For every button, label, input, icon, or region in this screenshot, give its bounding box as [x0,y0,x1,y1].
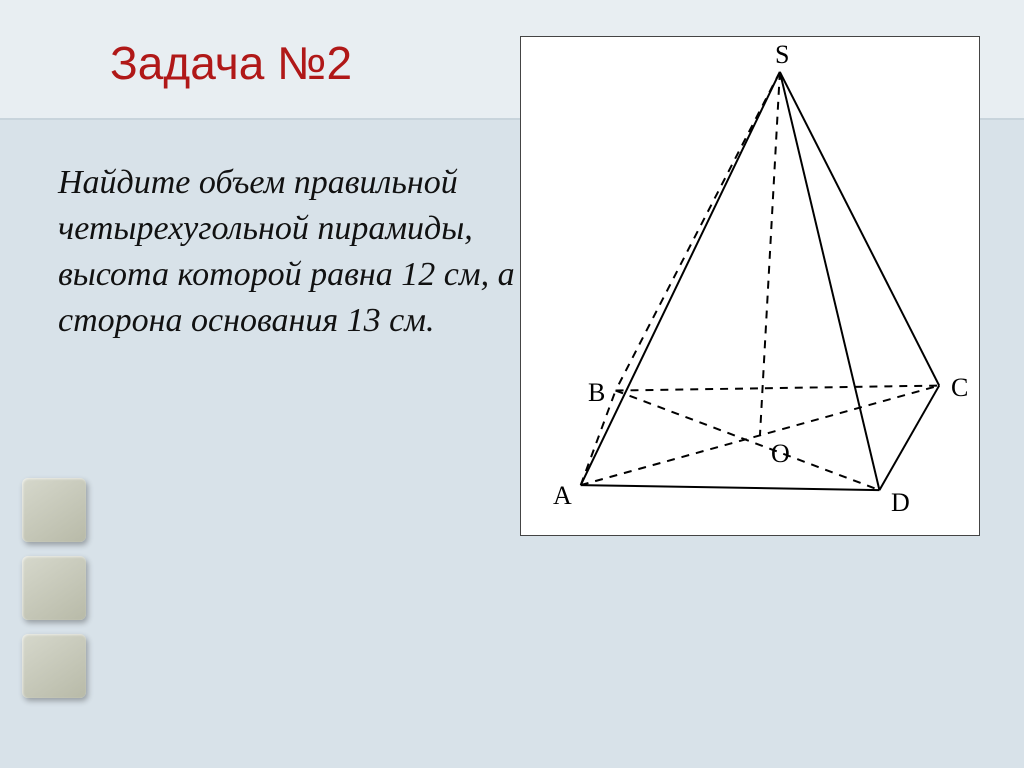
vertex-label-a: A [553,481,572,511]
nav-button-1[interactable] [22,478,86,542]
vertex-label-c: C [951,373,968,403]
slide-content: Задача №2 Найдите объем правильной четыр… [0,0,1024,768]
vertex-label-o: O [771,439,790,469]
pyramid-svg [521,37,979,535]
problem-statement: Найдите объем правильной четырехугольной… [58,160,518,344]
pyramid-figure: S A B C D O [520,36,980,536]
nav-group [22,464,86,698]
nav-button-2[interactable] [22,556,86,620]
vertex-label-s: S [775,40,789,70]
vertex-label-b: B [588,378,605,408]
vertex-label-d: D [891,488,910,518]
nav-button-3[interactable] [22,634,86,698]
slide-title: Задача №2 [110,36,352,90]
